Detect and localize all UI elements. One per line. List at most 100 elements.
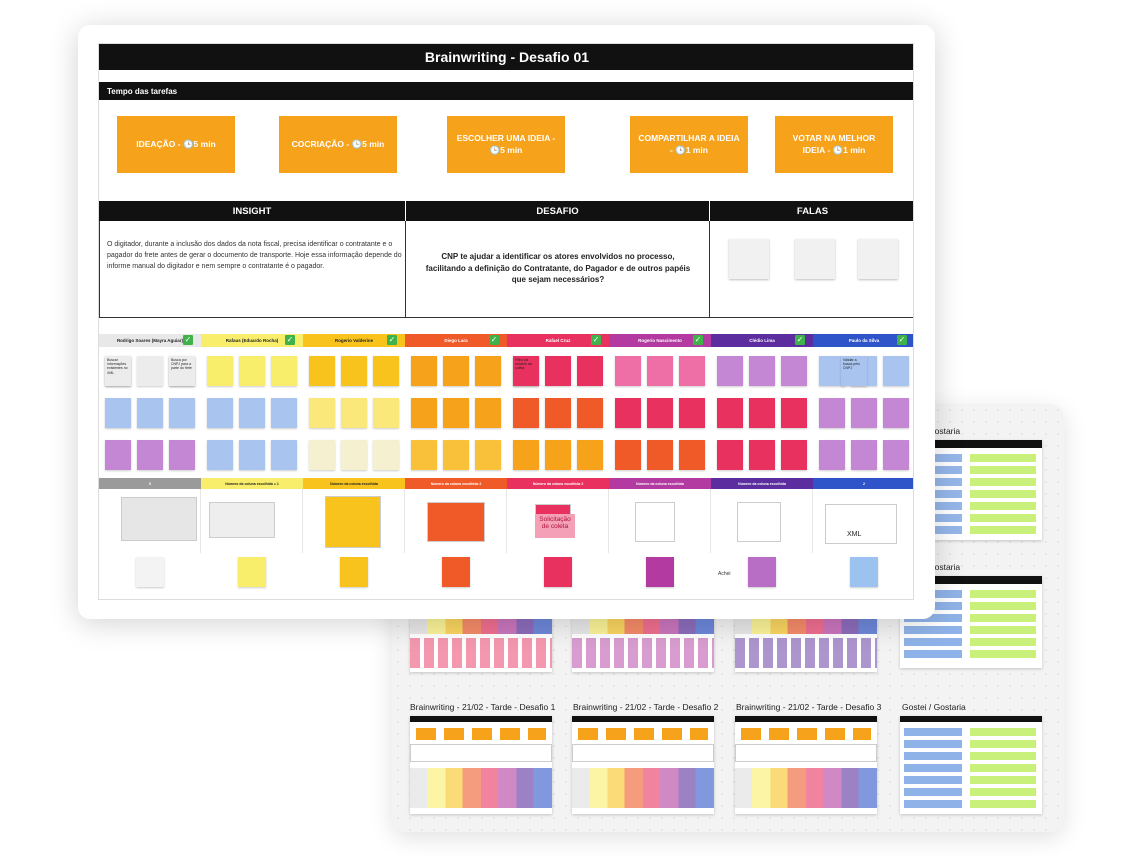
sticky-note[interactable] — [105, 440, 131, 470]
vote-sticky-4[interactable] — [442, 557, 470, 587]
sticky-note[interactable] — [443, 398, 469, 428]
fala-note-3[interactable] — [858, 239, 898, 279]
vote-sticky-6[interactable] — [646, 557, 674, 587]
sticky-note-idea[interactable]: Busca por CNPJ para a parte do frete — [169, 356, 195, 386]
thumb-brainwriting-2[interactable] — [572, 716, 714, 814]
idea-illustration-4[interactable] — [427, 502, 485, 542]
check-icon[interactable]: ✓ — [693, 335, 703, 345]
sticky-note[interactable] — [207, 440, 233, 470]
sticky-note[interactable] — [679, 356, 705, 386]
sticky-note[interactable] — [475, 398, 501, 428]
sticky-note[interactable] — [475, 440, 501, 470]
sticky-note[interactable] — [883, 398, 909, 428]
sticky-note[interactable] — [647, 356, 673, 386]
vote-sticky-5[interactable] — [544, 557, 572, 587]
sticky-note[interactable] — [443, 440, 469, 470]
sticky-note[interactable] — [647, 398, 673, 428]
sticky-note-idea[interactable]: Validar a busca pelo CNPJ — [841, 356, 867, 386]
sticky-note[interactable] — [615, 356, 641, 386]
sticky-note[interactable] — [819, 440, 845, 470]
sticky-note[interactable] — [309, 398, 335, 428]
check-icon[interactable]: ✓ — [285, 335, 295, 345]
vote-sticky-7[interactable] — [748, 557, 776, 587]
sticky-note[interactable] — [513, 398, 539, 428]
idea-illustration-6[interactable] — [635, 502, 675, 542]
check-icon[interactable]: ✓ — [795, 335, 805, 345]
sticky-note[interactable] — [373, 398, 399, 428]
sticky-note-idea[interactable]: Buscar informações existentes no XML — [105, 356, 131, 386]
sticky-note[interactable] — [411, 398, 437, 428]
sticky-note[interactable] — [717, 398, 743, 428]
sticky-note[interactable] — [577, 398, 603, 428]
sticky-note[interactable] — [207, 356, 233, 386]
sticky-note[interactable] — [341, 398, 367, 428]
task-cocriacao[interactable]: COCRIAÇÃO - 🕒5 min — [279, 116, 397, 173]
sticky-note[interactable] — [137, 356, 163, 386]
sticky-note[interactable] — [341, 356, 367, 386]
sticky-note[interactable] — [169, 398, 195, 428]
thumb-brainwriting-top-2[interactable] — [572, 614, 714, 672]
sticky-note[interactable] — [271, 356, 297, 386]
check-icon[interactable]: ✓ — [489, 335, 499, 345]
idea-illustration-7[interactable] — [737, 502, 781, 542]
vote-sticky-2[interactable] — [238, 557, 266, 587]
sticky-note[interactable] — [137, 398, 163, 428]
thumb-brainwriting-3[interactable] — [735, 716, 877, 814]
sticky-note[interactable] — [309, 356, 335, 386]
task-votar-ideia[interactable]: VOTAR NA MELHOR IDEIA - 🕒1 min — [775, 116, 893, 173]
vote-sticky-8[interactable] — [850, 557, 878, 587]
task-escolher-ideia[interactable]: ESCOLHER UMA IDEIA - 🕒5 min — [447, 116, 565, 173]
sticky-note[interactable] — [717, 440, 743, 470]
sticky-note[interactable] — [577, 356, 603, 386]
sticky-note[interactable] — [883, 356, 909, 386]
thumb-gostei-gostaria[interactable] — [900, 716, 1042, 814]
vote-sticky-3[interactable] — [340, 557, 368, 587]
task-compartilhar-ideia[interactable]: COMPARTILHAR A IDEIA - 🕒1 min — [630, 116, 748, 173]
sticky-note[interactable] — [105, 398, 131, 428]
sticky-note[interactable] — [545, 440, 571, 470]
sticky-note[interactable] — [679, 440, 705, 470]
sticky-note[interactable] — [577, 440, 603, 470]
vote-sticky-1[interactable] — [136, 557, 164, 587]
sticky-note[interactable] — [749, 398, 775, 428]
sticky-note[interactable] — [781, 440, 807, 470]
sticky-note[interactable] — [443, 356, 469, 386]
sticky-note[interactable] — [781, 398, 807, 428]
sticky-note[interactable] — [475, 356, 501, 386]
thumb-brainwriting-top-1[interactable] — [410, 614, 552, 672]
thumb-brainwriting-top-3[interactable] — [735, 614, 877, 672]
thumb-brainwriting-1[interactable] — [410, 716, 552, 814]
solicitacao-coleta-note[interactable]: Solicitação de coleta — [535, 514, 575, 538]
sticky-note[interactable] — [513, 440, 539, 470]
sticky-note[interactable] — [411, 440, 437, 470]
sticky-note[interactable] — [851, 440, 877, 470]
sticky-note[interactable] — [239, 440, 265, 470]
sticky-note[interactable] — [271, 440, 297, 470]
check-icon[interactable]: ✓ — [183, 335, 193, 345]
sticky-note[interactable] — [781, 356, 807, 386]
idea-illustration-3[interactable] — [325, 496, 381, 548]
sticky-note[interactable] — [411, 356, 437, 386]
sticky-note[interactable] — [679, 398, 705, 428]
fala-note-1[interactable] — [729, 239, 769, 279]
sticky-note[interactable] — [749, 440, 775, 470]
sticky-note[interactable] — [271, 398, 297, 428]
idea-illustration-8[interactable] — [825, 504, 897, 544]
check-icon[interactable]: ✓ — [591, 335, 601, 345]
sticky-note[interactable] — [615, 398, 641, 428]
sticky-note[interactable] — [373, 440, 399, 470]
idea-illustration-2[interactable] — [209, 502, 275, 538]
sticky-note[interactable] — [207, 398, 233, 428]
sticky-note[interactable] — [819, 356, 845, 386]
sticky-note[interactable] — [545, 398, 571, 428]
sticky-note[interactable] — [615, 440, 641, 470]
sticky-note[interactable] — [239, 356, 265, 386]
sticky-note[interactable] — [309, 440, 335, 470]
sticky-note[interactable] — [647, 440, 673, 470]
sticky-note[interactable] — [137, 440, 163, 470]
task-ideacao[interactable]: IDEAÇÃO - 🕒5 min — [117, 116, 235, 173]
sticky-note[interactable] — [373, 356, 399, 386]
sticky-note[interactable] — [341, 440, 367, 470]
sticky-note[interactable] — [749, 356, 775, 386]
sticky-note[interactable] — [545, 356, 571, 386]
